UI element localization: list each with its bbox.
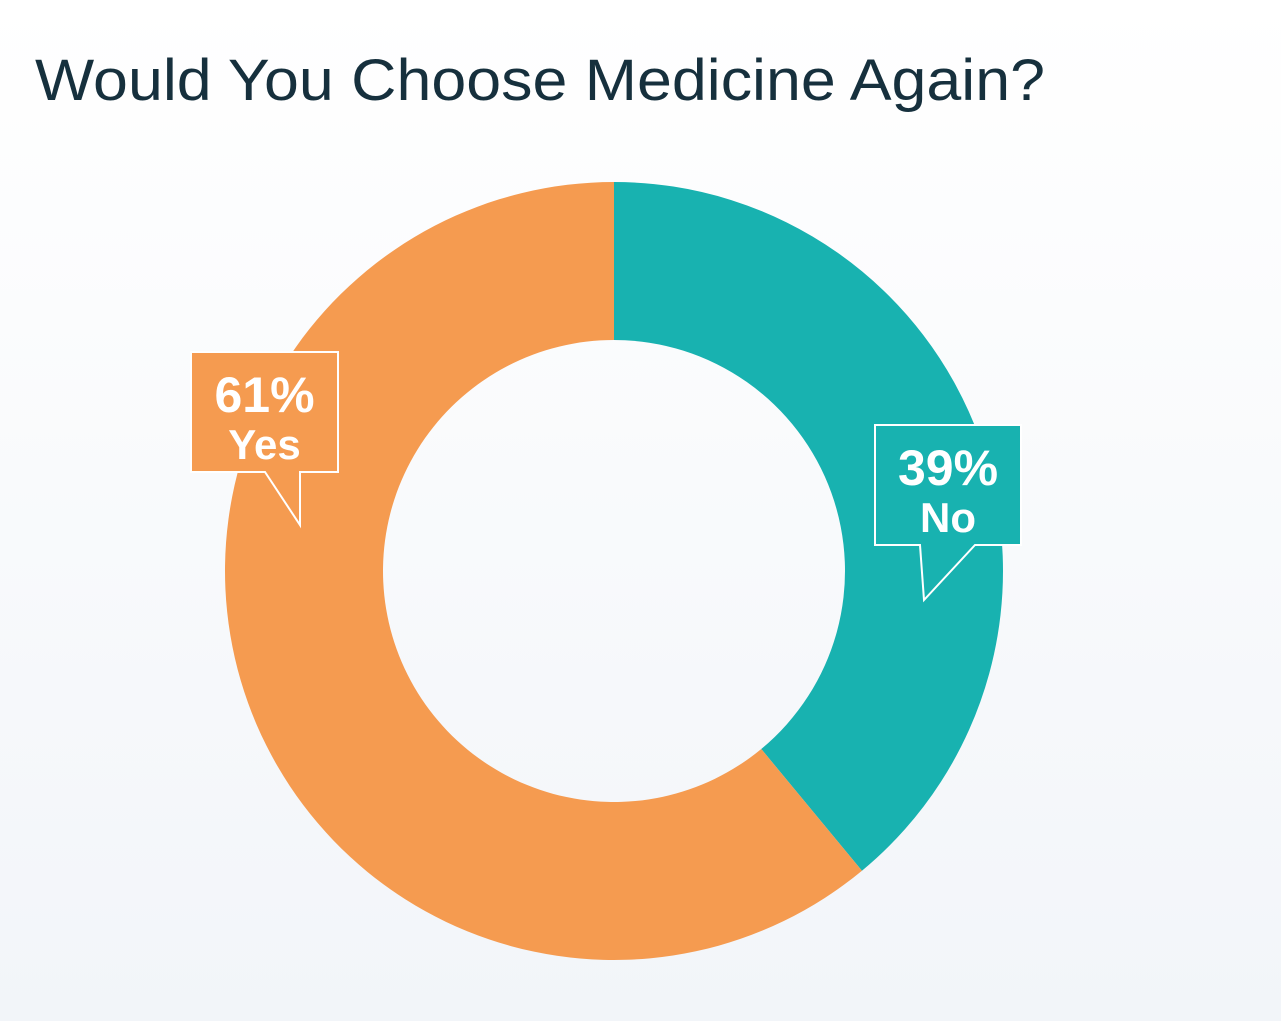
value-label: 61% [214,367,314,423]
donut-slice [225,182,862,960]
donut-slice [614,182,1004,871]
callout-box [190,351,339,529]
chart-title: Would You Choose Medicine Again? [35,48,1045,113]
callout-box [874,424,1022,603]
category-label: No [920,494,976,541]
value-label: 39% [898,440,998,496]
category-label: Yes [228,421,300,468]
